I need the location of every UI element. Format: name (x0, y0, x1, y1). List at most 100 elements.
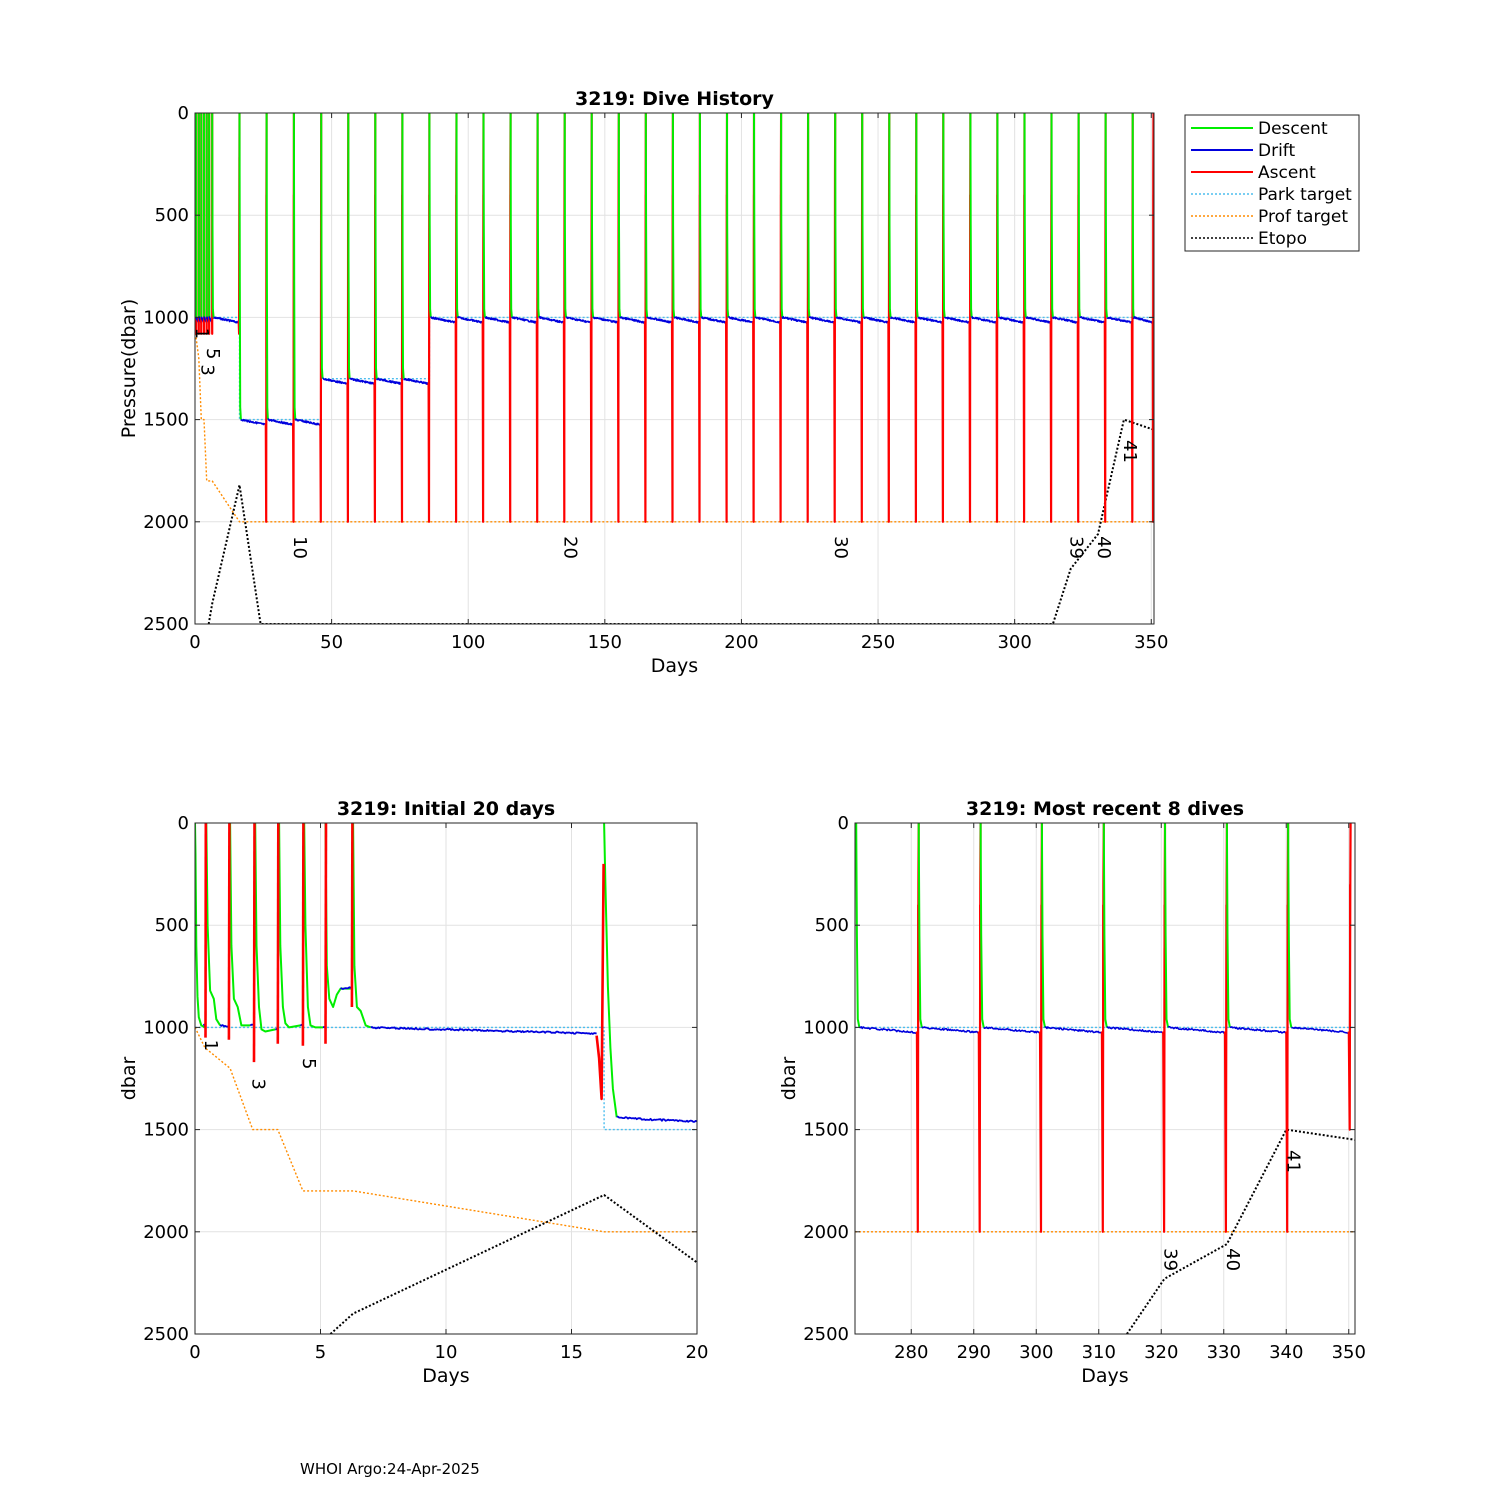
ascent-line (595, 863, 605, 1101)
drift-line (592, 316, 619, 324)
x-tick-label: 340 (1269, 1342, 1303, 1363)
drift-line (835, 316, 863, 324)
descent-line (303, 823, 323, 1029)
drift-line (240, 418, 267, 426)
descent-line (834, 113, 838, 318)
x-tick-label: 100 (451, 632, 485, 653)
descent-line (996, 113, 1000, 318)
descent-line (265, 113, 269, 420)
x-tick-label: 300 (1019, 1342, 1053, 1363)
drift-line (322, 377, 348, 385)
descent-line (917, 823, 923, 1028)
x-tick-label: 330 (1207, 1342, 1241, 1363)
drift-line (616, 1115, 697, 1123)
y-tick-label: 1000 (803, 1017, 849, 1038)
descent-line (1040, 823, 1046, 1028)
x-tick-label: 290 (957, 1342, 991, 1363)
descent-line (482, 113, 486, 318)
descent-line (352, 823, 372, 1029)
drift-line (983, 1026, 1041, 1034)
descent-line (969, 113, 973, 318)
x-tick-label: 350 (1134, 632, 1168, 653)
x-tick-label: 250 (861, 632, 895, 653)
y-tick-label: 500 (155, 915, 189, 936)
y-tick-label: 1500 (803, 1120, 849, 1141)
drift-line (484, 316, 511, 324)
x-tick-label: 300 (997, 632, 1031, 653)
drift-line (219, 1024, 229, 1028)
y-tick-label: 500 (155, 205, 189, 226)
prof-target-line (195, 1027, 697, 1233)
drift-line (619, 316, 646, 324)
x-tick-label: 320 (1144, 1342, 1178, 1363)
descent-line (1131, 113, 1135, 318)
drift-line (917, 316, 943, 324)
y-tick-label: 1000 (143, 307, 189, 328)
x-tick-label: 10 (435, 1342, 458, 1363)
drift-line (862, 316, 890, 324)
drift-line (944, 316, 971, 324)
y-tick-label: 0 (178, 103, 189, 124)
drift-line (349, 377, 376, 385)
drift-line (1291, 1026, 1349, 1035)
drift-line (375, 377, 403, 386)
descent-line (1104, 113, 1108, 318)
chart-title: 3219: Most recent 8 dives (966, 798, 1244, 820)
descent-line (603, 823, 618, 1118)
descent-line (238, 113, 242, 420)
drift-line (808, 316, 836, 324)
descent-line (229, 823, 251, 1027)
etopo-line (329, 1194, 697, 1334)
descent-line (888, 113, 892, 318)
drift-line (538, 315, 565, 324)
ascent-line (1151, 113, 1154, 523)
descent-line (428, 113, 432, 318)
drift-line (1079, 316, 1106, 324)
ascent-line (227, 823, 231, 1040)
axes-box (854, 822, 1356, 1335)
legend-label: Park target (1258, 185, 1352, 205)
x-tick-label: 50 (320, 632, 343, 653)
ascent-line (324, 823, 328, 1044)
drift-line (998, 316, 1025, 324)
legend-label: Ascent (1258, 163, 1316, 183)
x-tick-label: 150 (588, 632, 622, 653)
descent-line (509, 113, 513, 318)
drift-line (971, 316, 997, 324)
descent-line (254, 823, 276, 1033)
drift-line (340, 986, 352, 990)
drift-line (370, 1026, 597, 1035)
x-tick-label: 350 (1332, 1342, 1366, 1363)
ascent-line (1347, 823, 1352, 1131)
descent-line (1050, 113, 1054, 318)
drift-line (700, 316, 727, 324)
profile-number-label: 10 (289, 536, 310, 559)
descent-line (807, 113, 811, 318)
y-tick-label: 2000 (143, 1222, 189, 1243)
prof-target-line (195, 317, 1154, 523)
drift-line (403, 377, 430, 385)
drift-line (673, 316, 700, 324)
drift-line (430, 316, 457, 324)
descent-line (401, 113, 405, 379)
drift-line (754, 316, 781, 324)
descent-line (455, 113, 459, 318)
descent-line (590, 113, 595, 318)
y-axis-label: dbar (118, 1057, 140, 1101)
x-axis-label: Days (422, 1365, 469, 1387)
descent-line (1102, 823, 1108, 1028)
descent-line (211, 113, 215, 318)
x-axis-label: Days (1081, 1365, 1128, 1387)
descent-line (1225, 823, 1231, 1028)
drift-line (1167, 1025, 1226, 1034)
y-tick-label: 0 (178, 813, 189, 834)
descent-line (726, 113, 730, 318)
y-tick-label: 500 (815, 915, 849, 936)
y-tick-label: 1000 (143, 1017, 189, 1038)
plot-layer (195, 113, 1154, 624)
y-tick-label: 1500 (143, 410, 189, 431)
descent-line (753, 113, 757, 318)
y-tick-label: 2500 (803, 1324, 849, 1345)
chart-title: 3219: Initial 20 days (337, 798, 555, 820)
